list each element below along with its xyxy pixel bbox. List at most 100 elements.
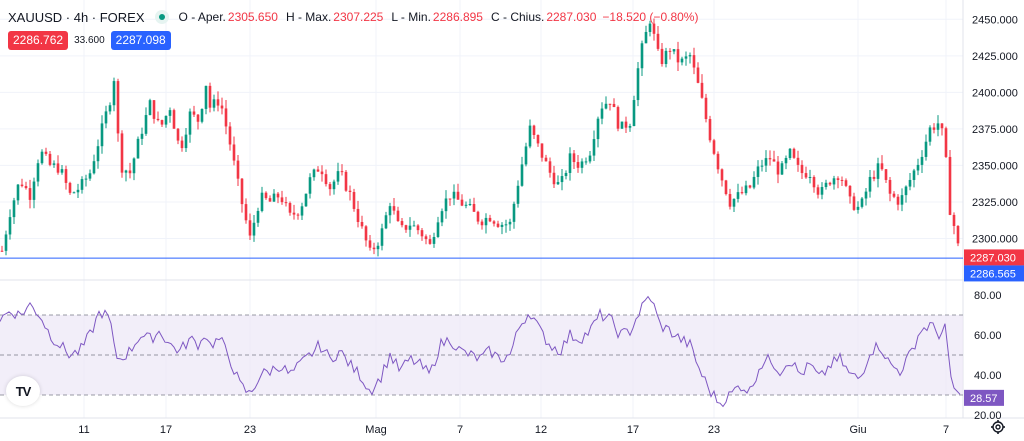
candle: [100, 115, 104, 154]
candle: [484, 213, 488, 234]
candle: [736, 183, 740, 203]
candle-body: [408, 225, 412, 230]
candle: [400, 218, 404, 228]
candle: [740, 186, 744, 195]
candle-body: [628, 126, 632, 128]
candle-body: [888, 179, 892, 194]
rsi-tick-label: 40.00: [974, 370, 1002, 382]
candle-body: [272, 193, 276, 202]
price-tick-label: 2375.000: [972, 124, 1018, 136]
candle-body: [544, 157, 548, 162]
candle-body: [948, 156, 952, 215]
candle-body: [328, 184, 332, 190]
candle: [392, 198, 396, 215]
candle-body: [380, 228, 384, 246]
candle-body: [44, 151, 48, 154]
candle-body: [680, 58, 684, 63]
price-axis[interactable]: 2450.000 2425.000 2400.000 2375.000 2350.000…: [964, 14, 1024, 282]
candle-body: [864, 191, 868, 199]
candle: [64, 165, 68, 190]
candle: [756, 160, 760, 185]
candle-body: [244, 204, 248, 221]
candle-body: [488, 217, 492, 222]
candle-body: [920, 156, 924, 165]
candle-body: [160, 120, 164, 125]
candle: [432, 232, 436, 248]
candle: [444, 190, 448, 219]
time-axis[interactable]: 11 17 23 Mag 7 12 17 23 Giu 7: [78, 424, 949, 436]
candle: [800, 160, 804, 179]
candle: [60, 164, 64, 175]
symbol-legend: XAUUSD · 4h · FOREX O - Aper. 2305.650 H…: [8, 8, 698, 26]
candle-body: [428, 239, 432, 244]
candle-body: [832, 178, 836, 185]
close-value: 2287.030: [546, 10, 597, 24]
symbol-title[interactable]: XAUUSD · 4h · FOREX: [8, 9, 145, 25]
candle: [884, 168, 888, 183]
candle-body: [128, 170, 132, 174]
candle-body: [336, 171, 340, 182]
candle-body: [136, 138, 140, 159]
candle-body: [532, 125, 536, 135]
candle: [624, 116, 628, 134]
candle: [680, 56, 684, 66]
candle-body: [60, 169, 64, 173]
tradingview-logo-icon[interactable]: TV: [6, 376, 40, 406]
candle: [396, 206, 400, 222]
sell-button[interactable]: 2286.762: [8, 31, 69, 50]
candle: [488, 214, 492, 223]
candle-body: [952, 214, 956, 226]
candle-body: [588, 155, 592, 162]
candle-body: [16, 184, 20, 201]
gear-icon[interactable]: [990, 419, 1006, 435]
candle-body: [396, 210, 400, 222]
candle: [872, 170, 876, 182]
candle-body: [536, 134, 540, 144]
candle: [536, 134, 540, 147]
candle-body: [332, 181, 336, 190]
candle: [616, 105, 620, 132]
last-price-label: 2287.030: [970, 252, 1016, 264]
candle-body: [120, 133, 124, 173]
candle-body: [836, 178, 840, 180]
candle-body: [496, 223, 500, 227]
candle-body: [580, 161, 584, 168]
candle: [868, 169, 872, 198]
candle: [364, 225, 368, 247]
candle-body: [384, 215, 388, 229]
candle: [688, 52, 692, 64]
candle-body: [612, 103, 616, 108]
candle-body: [752, 176, 756, 188]
candle-body: [912, 170, 916, 180]
candle-body: [664, 50, 668, 65]
candle-body: [104, 111, 108, 124]
candle: [20, 178, 24, 188]
candle: [252, 215, 256, 242]
candle: [276, 192, 280, 204]
buy-button[interactable]: 2287.098: [110, 31, 171, 50]
candle: [28, 179, 32, 209]
candle: [544, 154, 548, 162]
candle: [260, 186, 264, 213]
candle-body: [892, 193, 896, 197]
time-tick-label: 17: [160, 424, 172, 436]
candle-body: [100, 123, 104, 147]
rsi-current-tag: [964, 389, 1004, 406]
candle-body: [80, 179, 84, 190]
candle-body: [620, 121, 624, 129]
candle-body: [476, 211, 480, 222]
candle-body: [572, 153, 576, 163]
candle: [784, 155, 788, 170]
candle: [584, 157, 588, 165]
candle-body: [516, 185, 520, 204]
rsi-axis[interactable]: 80.00 60.00 40.00 20.00 28.57: [964, 290, 1004, 422]
candle-body: [484, 217, 488, 226]
candle-body: [132, 158, 136, 174]
candle: [644, 25, 648, 44]
candle-body: [808, 177, 812, 179]
candle: [696, 62, 700, 84]
candle-body: [260, 192, 264, 211]
candle-body: [432, 237, 436, 244]
candle: [612, 98, 616, 108]
